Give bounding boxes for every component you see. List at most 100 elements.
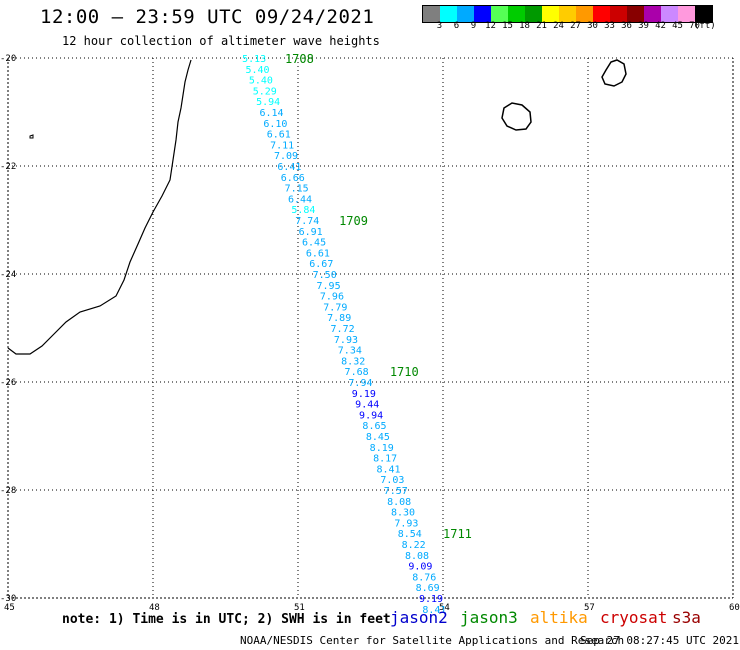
time-mark-label: 1708 <box>285 52 314 66</box>
satellite-legend-item: altika <box>530 608 588 627</box>
color-swatch <box>695 6 712 22</box>
time-mark-label: 1710 <box>390 365 419 379</box>
swh-value-label: 9.19 <box>352 389 376 400</box>
color-scale-label: 39 <box>638 21 649 31</box>
color-swatch <box>559 6 576 22</box>
map-grid <box>7 57 734 599</box>
swh-value-label: 7.09 <box>274 151 298 162</box>
time-mark-label: 1709 <box>339 214 368 228</box>
swh-value-label: 7.96 <box>320 292 344 303</box>
color-swatch <box>644 6 661 22</box>
color-scale-label: 45 <box>672 21 683 31</box>
map-frame <box>7 57 734 599</box>
color-scale-label: 27 <box>570 21 581 31</box>
swh-value-label: 8.45 <box>366 432 390 443</box>
satellite-legend-item: cryosat <box>600 608 668 627</box>
lon-tick-label: 51 <box>294 603 305 613</box>
lat-tick-label: -30 <box>0 594 16 604</box>
color-swatch <box>457 6 474 22</box>
swh-value-label: 5.29 <box>253 86 277 97</box>
page-subtitle: 12 hour collection of altimeter wave hei… <box>62 34 380 48</box>
swh-value-label: 6.91 <box>299 227 323 238</box>
color-swatch <box>576 6 593 22</box>
color-swatch <box>423 6 440 22</box>
satellite-legend-item: jason3 <box>460 608 518 627</box>
color-swatch <box>474 6 491 22</box>
time-marks: 1708 1709 1710 1711 <box>285 52 472 541</box>
page-title: 12:00 – 23:59 UTC 09/24/2021 <box>40 6 375 28</box>
swh-value-label: 8.08 <box>405 551 429 562</box>
swh-value-label: 8.08 <box>387 497 411 508</box>
swh-value-label: 6.45 <box>302 238 326 249</box>
lon-tick-label: 57 <box>584 603 595 613</box>
color-swatch <box>440 6 457 22</box>
color-scale-label: 15 <box>502 21 513 31</box>
madagascar-coastline <box>7 59 192 355</box>
swh-value-label: 8.22 <box>402 540 426 551</box>
swh-value-label: 9.44 <box>355 400 379 411</box>
lon-tick-label: 54 <box>439 603 450 613</box>
color-scale-label: 33 <box>604 21 615 31</box>
swh-value-label: 7.93 <box>334 335 358 346</box>
lat-tick-label: -28 <box>0 486 16 496</box>
swh-value-label: 8.30 <box>391 508 415 519</box>
color-scale-label: 6 <box>453 21 460 31</box>
altimeter-track: 5.135.405.405.295.946.146.106.617.117.09… <box>242 54 446 616</box>
swh-value-label: 8.32 <box>341 356 365 367</box>
swh-value-label: 7.34 <box>338 346 362 357</box>
color-swatch <box>491 6 508 22</box>
color-swatch <box>610 6 627 22</box>
color-scale-bar <box>422 5 713 23</box>
swh-value-label: 7.79 <box>323 302 347 313</box>
swh-value-label: 8.54 <box>398 529 422 540</box>
swh-value-label: 9.94 <box>359 410 383 421</box>
reunion-island <box>501 102 532 131</box>
swh-value-label: 5.13 <box>242 54 266 65</box>
swh-value-label: 7.50 <box>313 270 337 281</box>
color-swatch <box>678 6 695 22</box>
islet-shape <box>29 134 34 139</box>
satellite-legend-item: jason2 <box>390 608 448 627</box>
swh-value-label: 5.40 <box>245 65 269 76</box>
color-scale-label: (ft) <box>694 21 716 31</box>
color-scale-label: 12 <box>485 21 496 31</box>
swh-value-label: 7.68 <box>345 367 369 378</box>
swh-value-label: 7.95 <box>317 281 341 292</box>
color-scale-label: 42 <box>655 21 666 31</box>
swh-value-label: 9.09 <box>408 562 432 573</box>
time-mark-label: 1711 <box>443 527 472 541</box>
swh-value-label: 8.41 <box>376 464 400 475</box>
swh-value-label: 9.19 <box>419 594 443 605</box>
lon-tick-label: 45 <box>4 603 15 613</box>
swh-value-label: 6.61 <box>267 130 291 141</box>
swh-value-label: 6.10 <box>263 119 287 130</box>
swh-value-label: 6.61 <box>306 248 330 259</box>
swh-value-label: 8.69 <box>416 583 440 594</box>
swh-value-label: 7.93 <box>394 518 418 529</box>
lat-tick-label: -22 <box>0 162 16 172</box>
swh-value-label: 5.40 <box>249 76 273 87</box>
swh-value-label: 5.94 <box>256 97 280 108</box>
swh-value-label: 7.94 <box>348 378 372 389</box>
mauritius-island <box>601 59 627 87</box>
color-swatch <box>661 6 678 22</box>
color-swatch <box>525 6 542 22</box>
swh-value-label: 6.67 <box>309 259 333 270</box>
satellite-legend-item: s3a <box>672 608 701 627</box>
swh-value-label: 7.89 <box>327 313 351 324</box>
color-scale-label: 30 <box>587 21 598 31</box>
color-swatch <box>593 6 610 22</box>
lon-tick-label: 60 <box>729 603 740 613</box>
map-axes: 45 48 51 54 57 60 -20 -22 -24 -26 -28 -30 <box>0 54 740 613</box>
swh-value-label: 7.15 <box>285 184 309 195</box>
lat-tick-label: -26 <box>0 378 16 388</box>
swh-value-label: 6.66 <box>281 173 305 184</box>
color-scale-label: 24 <box>553 21 564 31</box>
swh-value-label: 6.44 <box>288 194 312 205</box>
color-scale-label: 3 <box>436 21 443 31</box>
color-swatch <box>542 6 559 22</box>
lat-tick-label: -20 <box>0 54 16 64</box>
swh-value-label: 7.11 <box>270 140 294 151</box>
swh-value-label: 7.74 <box>295 216 319 227</box>
swh-value-label: 8.41 <box>422 605 446 616</box>
